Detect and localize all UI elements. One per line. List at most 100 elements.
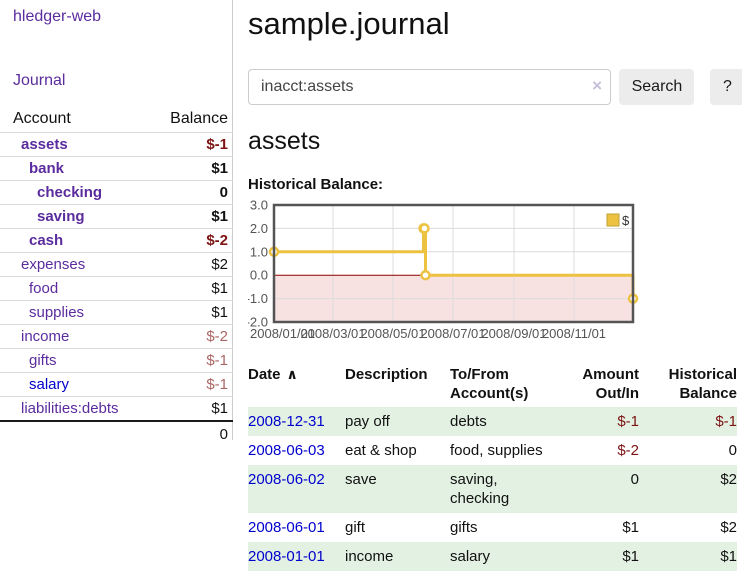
svg-text:2008/03/01: 2008/03/01 — [300, 326, 365, 341]
account-row: bank $1 — [0, 156, 233, 181]
register-date-cell: 2008-06-02 — [248, 465, 345, 513]
sidebar-account-link-salary[interactable]: salary — [29, 376, 70, 393]
register-accounts: saving, checking — [450, 471, 510, 507]
register-amount: 0 — [630, 471, 639, 488]
register-balance: $2 — [720, 519, 737, 536]
account-row: salary $-1 — [0, 372, 233, 397]
register-column-amount: Amount Out/In — [550, 363, 639, 407]
register-table-body: 2008-12-31 pay off debts $-1 $-1 2008-06-03 ea… — [248, 407, 737, 571]
register-accounts: food, supplies — [450, 442, 543, 459]
account-balance: $1 — [211, 280, 228, 297]
sidebar-account-link-bank[interactable]: bank — [29, 160, 65, 177]
register-row: 2008-01-01 income salary $1 $1 — [248, 542, 737, 571]
account-name-cell: salary — [0, 373, 152, 397]
date-link[interactable]: 2008-06-03 — [248, 442, 325, 459]
sidebar-account-link-liabilities-debts[interactable]: liabilities:debts — [21, 400, 119, 417]
sidebar-account-link-expenses[interactable]: expenses — [21, 256, 86, 273]
svg-text:2.0: 2.0 — [250, 221, 268, 236]
account-name-cell: bank — [0, 157, 152, 181]
register-header-row: Date ∧ Description To/From Account(s) Amo… — [248, 363, 737, 407]
account-row: supplies $1 — [0, 300, 233, 325]
account-heading: assets — [248, 127, 321, 155]
sidebar-account-link-assets[interactable]: assets — [21, 136, 68, 153]
account-balance: $1 — [211, 160, 228, 177]
register-column-amount-line1: Amount — [582, 366, 639, 383]
svg-text:2008/09/01: 2008/09/01 — [481, 326, 546, 341]
account-name-cell: assets — [0, 133, 152, 157]
sidebar: hledger-web Journal Account Balance asse… — [0, 0, 233, 443]
register-row: 2008-06-01 gift gifts $1 $2 — [248, 513, 737, 542]
search-button[interactable]: Search — [619, 69, 695, 105]
svg-text:2008/07/01: 2008/07/01 — [420, 326, 485, 341]
page-title: sample.journal — [248, 6, 450, 41]
register-table: Date ∧ Description To/From Account(s) Amo… — [248, 363, 737, 571]
account-balance: $1 — [211, 304, 228, 321]
register-column-date-label: Date — [248, 366, 281, 383]
account-name-cell: checking — [0, 181, 152, 205]
register-column-date[interactable]: Date ∧ — [248, 363, 345, 407]
register-date-cell: 2008-12-31 — [248, 407, 345, 436]
sidebar-account-link-income[interactable]: income — [21, 328, 70, 345]
main-content: sample.journal × Search ? assets Histori… — [248, 0, 742, 571]
sidebar-account-link-saving[interactable]: saving — [37, 208, 85, 225]
register-balance: $1 — [720, 548, 737, 565]
accounts-total-value: 0 — [219, 426, 228, 443]
account-balance: $-2 — [206, 328, 228, 345]
help-button[interactable]: ? — [709, 69, 742, 105]
account-name-cell: supplies — [0, 301, 152, 325]
svg-text:2008/11/01: 2008/11/01 — [542, 326, 606, 341]
svg-text:1.0: 1.0 — [250, 244, 268, 259]
date-link[interactable]: 2008-01-01 — [248, 548, 325, 565]
sidebar-account-link-gifts[interactable]: gifts — [29, 352, 57, 369]
register-row: 2008-06-02 save saving, checking 0 $2 — [248, 465, 737, 513]
account-balance: $-2 — [206, 232, 228, 249]
accounts-table: Account Balance assets $-1 bank $1 checking 0… — [0, 106, 233, 447]
register-column-description: Description — [345, 366, 428, 383]
accounts-column-balance: Balance — [170, 110, 228, 127]
account-balance: 0 — [219, 184, 228, 201]
account-row: food $1 — [0, 276, 233, 301]
search-input[interactable] — [248, 69, 611, 105]
date-link[interactable]: 2008-06-02 — [248, 471, 325, 488]
historical-balance-chart[interactable]: $3.0 2.0 1.0 0.0 -1.0 -2.02008/01/012008/03/0… — [248, 199, 742, 343]
register-amount: $-1 — [617, 413, 639, 430]
account-balance: $-1 — [206, 352, 228, 369]
register-column-accounts-line1: To/From — [450, 366, 509, 383]
svg-text:2008/05/01: 2008/05/01 — [360, 326, 425, 341]
register-description: save — [345, 471, 377, 488]
accounts-total-spacer — [0, 421, 152, 447]
register-column-balance-line1: Historical — [668, 366, 737, 383]
account-row: gifts $-1 — [0, 348, 233, 373]
register-column-amount-line2: Out/In — [595, 385, 639, 402]
accounts-table-body: assets $-1 bank $1 checking 0 saving $1 cash $-2 e… — [0, 132, 233, 422]
sidebar-account-link-supplies[interactable]: supplies — [29, 304, 85, 321]
account-name-cell: cash — [0, 229, 152, 253]
sort-ascending-icon: ∧ — [286, 366, 298, 382]
register-date-cell: 2008-06-01 — [248, 513, 345, 542]
app-brand-link[interactable]: hledger-web — [13, 8, 102, 25]
register-accounts: salary — [450, 548, 491, 565]
register-description: gift — [345, 519, 366, 536]
svg-text:0.0: 0.0 — [250, 268, 268, 283]
account-name-cell: income — [0, 325, 152, 349]
svg-text:2008/01/01: 2008/01/01 — [250, 326, 315, 341]
sidebar-item-journal[interactable]: Journal — [13, 72, 66, 89]
svg-text:-1.0: -1.0 — [248, 291, 268, 306]
svg-text:-2.0: -2.0 — [248, 315, 268, 330]
account-name-cell: saving — [0, 205, 152, 229]
register-balance: 0 — [728, 442, 737, 459]
account-row: liabilities:debts $1 — [0, 396, 233, 422]
register-column-accounts: To/From Account(s) — [450, 363, 550, 407]
clear-search-icon[interactable]: × — [592, 76, 602, 95]
sidebar-account-link-food[interactable]: food — [29, 280, 59, 297]
sidebar-account-link-checking[interactable]: checking — [37, 184, 103, 201]
register-amount: $1 — [622, 519, 639, 536]
accounts-total-row: 0 — [0, 421, 233, 447]
svg-text:3.0: 3.0 — [250, 199, 268, 213]
account-row: cash $-2 — [0, 228, 233, 253]
date-link[interactable]: 2008-12-31 — [248, 413, 325, 430]
register-description: pay off — [345, 413, 390, 430]
date-link[interactable]: 2008-06-01 — [248, 519, 325, 536]
sidebar-account-link-cash[interactable]: cash — [29, 232, 64, 249]
register-date-cell: 2008-06-03 — [248, 436, 345, 465]
